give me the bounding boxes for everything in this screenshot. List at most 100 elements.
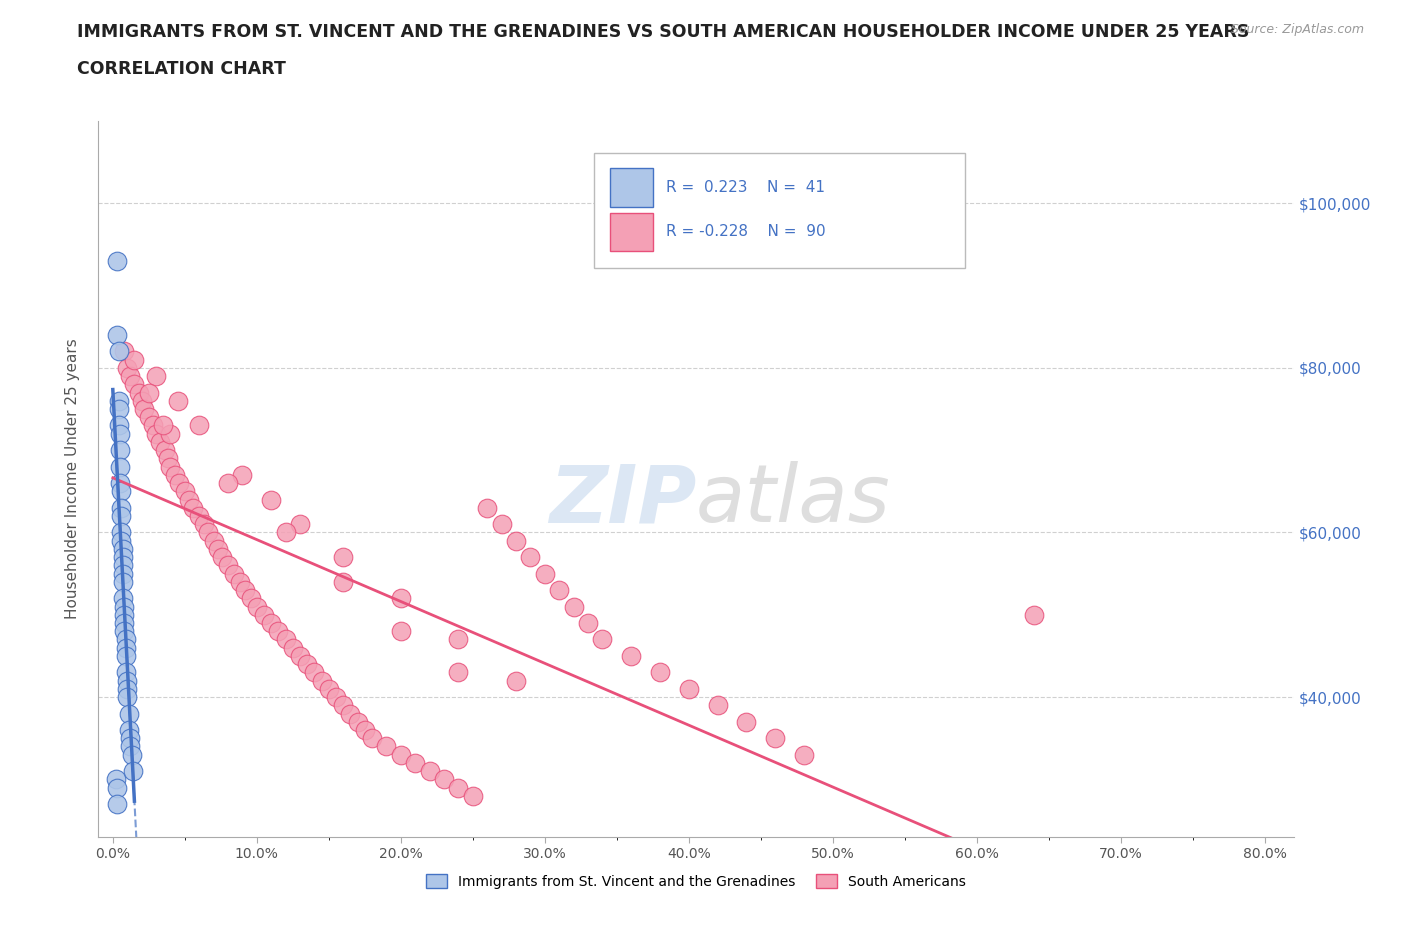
Point	[620, 648, 643, 663]
Point	[325, 690, 347, 705]
Text: R = -0.228    N =  90: R = -0.228 N = 90	[666, 224, 825, 239]
Point	[112, 344, 135, 359]
Point	[505, 533, 527, 548]
Point	[318, 682, 340, 697]
Point	[114, 640, 136, 655]
Point	[104, 772, 127, 787]
Point	[153, 443, 176, 458]
Point	[288, 517, 311, 532]
Point	[389, 591, 412, 605]
Point	[447, 632, 470, 647]
Point	[111, 558, 134, 573]
Text: CORRELATION CHART: CORRELATION CHART	[77, 60, 287, 78]
Point	[163, 468, 186, 483]
Point	[120, 731, 142, 746]
Point	[111, 566, 134, 581]
Point	[142, 418, 165, 432]
Point	[107, 402, 129, 417]
Point	[404, 755, 426, 770]
Point	[202, 533, 225, 548]
Point	[120, 368, 142, 383]
Point	[159, 426, 181, 441]
Point	[114, 665, 136, 680]
Point	[108, 459, 131, 474]
Point	[120, 739, 142, 754]
Point	[138, 385, 160, 400]
Point	[576, 616, 599, 631]
Point	[361, 731, 384, 746]
Point	[107, 418, 129, 432]
Point	[152, 418, 174, 432]
FancyBboxPatch shape	[610, 213, 652, 251]
Point	[110, 500, 132, 515]
Point	[112, 599, 135, 614]
Point	[389, 747, 412, 762]
Point	[735, 714, 758, 729]
Point	[519, 550, 541, 565]
Point	[591, 632, 613, 647]
Text: Source: ZipAtlas.com: Source: ZipAtlas.com	[1230, 23, 1364, 36]
Point	[375, 739, 398, 754]
Point	[222, 566, 245, 581]
Point	[332, 575, 354, 590]
Point	[304, 665, 326, 680]
Point	[332, 550, 354, 565]
Point	[114, 648, 136, 663]
Point	[110, 509, 132, 524]
Point	[477, 500, 499, 515]
Point	[114, 632, 136, 647]
Point	[111, 575, 134, 590]
Point	[260, 616, 283, 631]
Point	[110, 484, 132, 498]
Point	[433, 772, 456, 787]
Point	[112, 624, 135, 639]
Point	[461, 789, 484, 804]
Point	[115, 673, 138, 688]
Point	[763, 731, 786, 746]
Point	[183, 500, 205, 515]
Point	[281, 640, 304, 655]
Point	[105, 797, 128, 812]
Text: IMMIGRANTS FROM ST. VINCENT AND THE GRENADINES VS SOUTH AMERICAN HOUSEHOLDER INC: IMMIGRANTS FROM ST. VINCENT AND THE GREN…	[77, 23, 1250, 41]
Point	[110, 525, 132, 540]
Point	[288, 648, 311, 663]
Point	[112, 616, 135, 631]
Point	[122, 764, 145, 778]
Point	[128, 385, 150, 400]
Point	[145, 426, 167, 441]
Point	[105, 327, 128, 342]
Text: atlas: atlas	[696, 461, 891, 539]
Point	[167, 475, 190, 490]
Point	[118, 706, 141, 721]
Point	[211, 550, 233, 565]
Point	[179, 492, 201, 507]
Point	[107, 393, 129, 408]
Point	[253, 607, 276, 622]
Point	[447, 665, 470, 680]
Point	[339, 706, 361, 721]
Point	[193, 517, 215, 532]
Point	[156, 451, 179, 466]
Point	[197, 525, 219, 540]
Y-axis label: Householder Income Under 25 years: Householder Income Under 25 years	[65, 339, 80, 619]
Point	[217, 475, 239, 490]
Point	[115, 361, 138, 376]
Point	[260, 492, 283, 507]
Point	[240, 591, 263, 605]
Point	[267, 624, 290, 639]
Point	[505, 673, 527, 688]
Point	[124, 352, 146, 367]
Legend: Immigrants from St. Vincent and the Grenadines, South Americans: Immigrants from St. Vincent and the Gren…	[420, 869, 972, 895]
Point	[105, 780, 128, 795]
Point	[149, 434, 172, 449]
Point	[134, 402, 156, 417]
Point	[246, 599, 269, 614]
Point	[111, 541, 134, 556]
Point	[159, 459, 181, 474]
Point	[138, 410, 160, 425]
Point	[121, 747, 143, 762]
Point	[110, 533, 132, 548]
Point	[228, 575, 250, 590]
Point	[678, 682, 700, 697]
Point	[533, 566, 555, 581]
